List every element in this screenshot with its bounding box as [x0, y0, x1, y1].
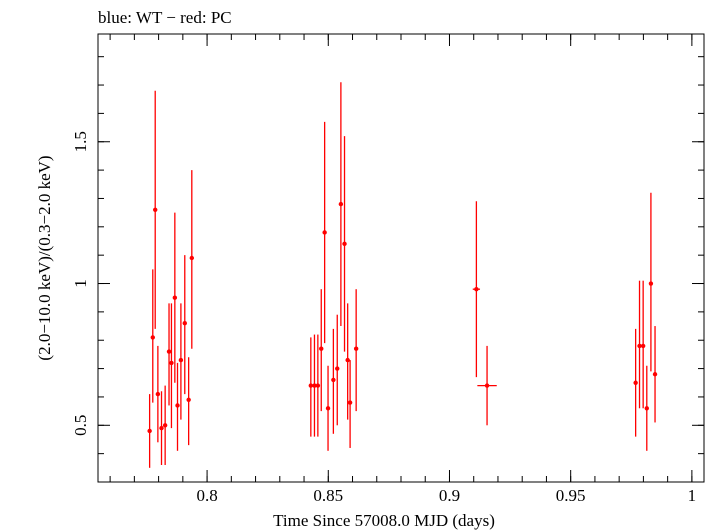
x-tick-label: 0.95: [556, 486, 586, 505]
data-point: [169, 303, 174, 429]
data-point: [347, 360, 353, 448]
data-marker: [474, 286, 479, 292]
x-tick-label: 1: [688, 486, 697, 505]
data-point: [172, 212, 178, 383]
data-marker: [155, 391, 161, 397]
data-point: [472, 201, 481, 378]
data-point: [175, 362, 180, 451]
data-marker: [345, 357, 350, 363]
data-point: [637, 280, 642, 409]
data-marker: [312, 383, 317, 388]
data-point: [640, 280, 646, 409]
y-tick-label: 1: [71, 279, 90, 288]
data-point: [182, 255, 187, 395]
data-point: [147, 394, 152, 468]
data-marker: [308, 383, 314, 388]
data-marker: [169, 360, 174, 366]
data-point: [331, 328, 336, 434]
data-point: [155, 345, 161, 443]
data-marker: [175, 403, 180, 408]
data-marker: [652, 372, 658, 377]
data-marker: [648, 281, 654, 286]
data-point: [335, 314, 340, 426]
data-marker: [353, 346, 359, 351]
x-tick-labels: 0.8 0.85 0.9 0.95 1: [196, 486, 696, 505]
data-marker: [347, 400, 353, 405]
data-marker: [335, 366, 340, 371]
y-axis-label: (2.0−10.0 keV)/(0.3−2.0 keV): [35, 155, 54, 360]
data-marker: [644, 406, 649, 411]
data-marker: [322, 230, 327, 235]
y-tick-label: 0.5: [71, 415, 90, 436]
data-marker: [178, 357, 184, 363]
data-marker: [189, 255, 195, 261]
data-marker: [338, 201, 344, 207]
data-marker: [162, 423, 168, 428]
data-point: [319, 289, 324, 412]
x-tick-label: 0.85: [313, 486, 343, 505]
chart-title: blue: WT − red: PC: [98, 8, 232, 27]
data-points: [147, 82, 658, 468]
data-marker: [153, 207, 158, 212]
data-point: [186, 357, 191, 446]
data-point: [633, 328, 638, 437]
data-marker: [147, 428, 152, 434]
data-marker: [640, 343, 646, 349]
x-tick-label: 0.8: [196, 486, 217, 505]
y-tick-label: 1.5: [71, 131, 90, 152]
data-marker: [172, 295, 178, 300]
data-point: [159, 391, 164, 465]
data-marker: [325, 406, 331, 411]
data-point: [353, 289, 359, 412]
data-point: [342, 136, 347, 352]
y-tick-labels: 0.5 1 1.5: [71, 131, 90, 436]
data-marker: [159, 425, 164, 431]
data-point: [322, 121, 327, 344]
data-marker: [342, 241, 347, 247]
data-point: [338, 82, 344, 327]
data-point: [345, 303, 350, 420]
data-point: [652, 326, 658, 423]
data-point: [150, 269, 155, 403]
data-point: [178, 303, 184, 420]
data-marker: [633, 380, 638, 385]
data-point: [189, 170, 195, 349]
data-point: [325, 365, 331, 451]
x-axis-label: Time Since 57008.0 MJD (days): [273, 511, 495, 530]
data-marker: [166, 349, 172, 354]
data-point: [166, 303, 172, 406]
data-point: [308, 337, 314, 437]
data-point: [162, 385, 168, 465]
data-marker: [637, 343, 642, 349]
data-point: [477, 345, 497, 426]
data-marker: [182, 321, 187, 326]
data-point: [153, 90, 158, 329]
data-point: [312, 334, 317, 437]
data-point: [315, 334, 321, 437]
data-point: [644, 365, 649, 451]
data-marker: [319, 346, 324, 351]
data-marker: [331, 377, 336, 383]
data-marker: [150, 335, 155, 340]
axis-ticks: [98, 34, 704, 483]
data-marker: [186, 397, 191, 402]
data-marker: [315, 383, 321, 388]
x-tick-label: 0.9: [439, 486, 460, 505]
data-marker: [484, 383, 490, 388]
data-point: [648, 192, 654, 372]
